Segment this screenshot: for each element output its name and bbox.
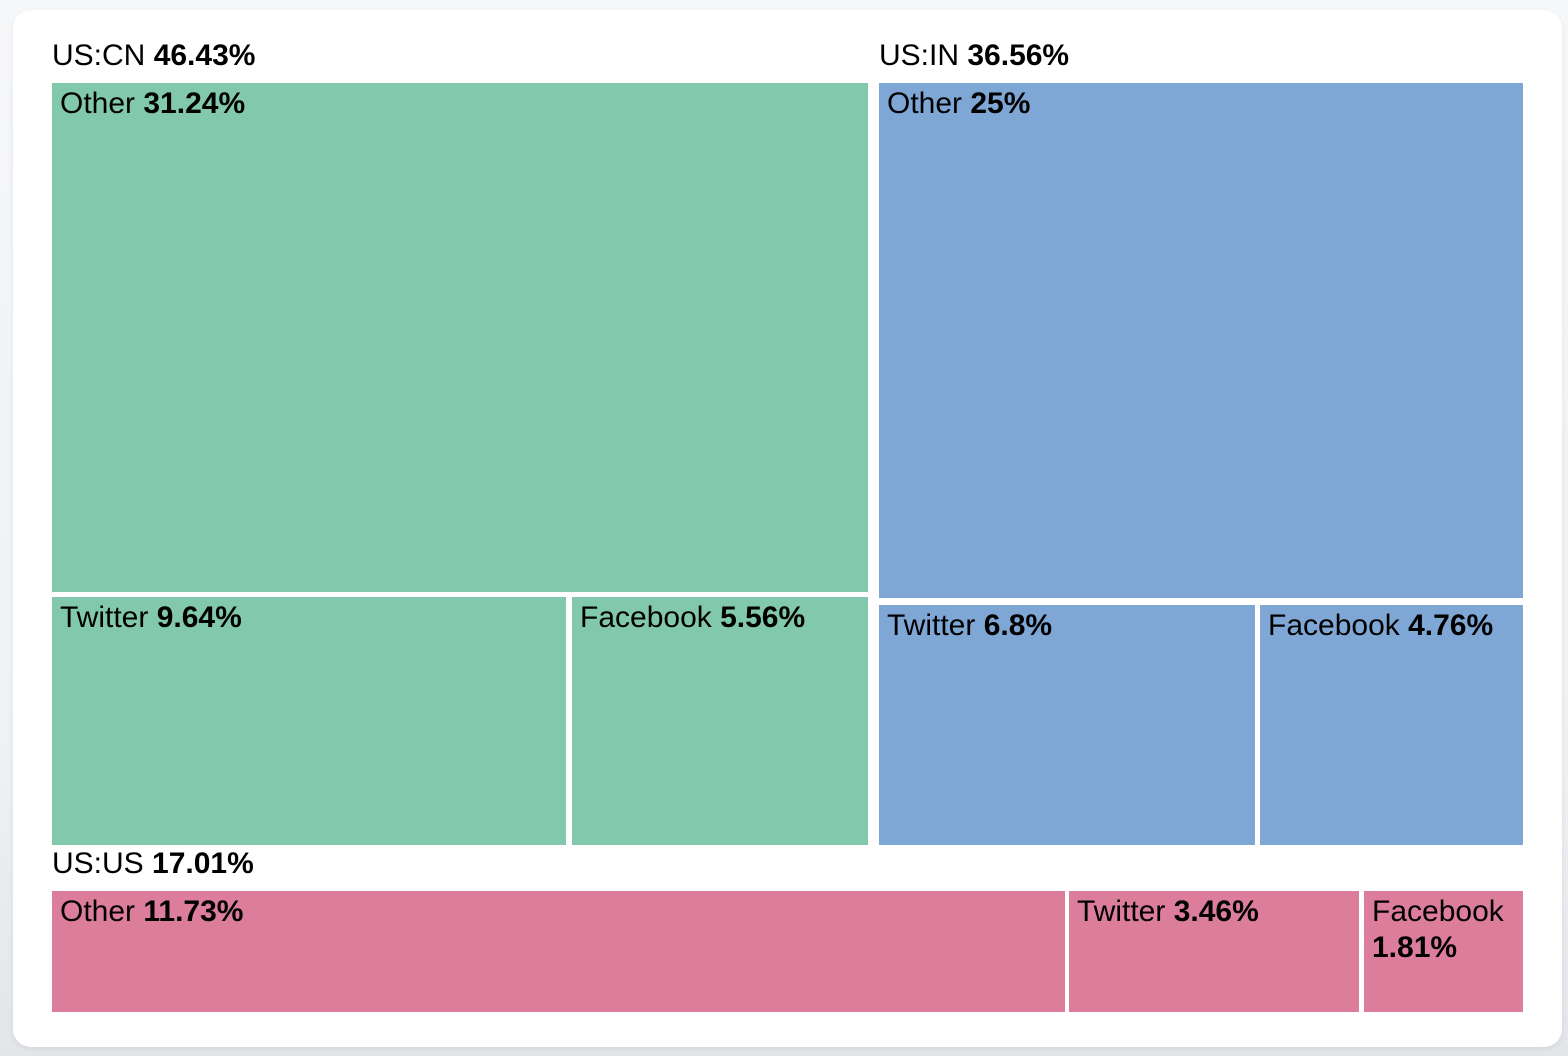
cell-value: 3.46% xyxy=(1173,895,1259,928)
cell-label: Facebook xyxy=(1268,609,1400,642)
treemap-card: US:CN 46.43% US:IN 36.56% US:US 17.01% O… xyxy=(13,10,1562,1047)
group-label-us-in: US:IN 36.56% xyxy=(879,38,1069,74)
group-name: US:IN xyxy=(879,39,960,72)
group-share: 17.01% xyxy=(152,847,254,880)
cell-label: Other xyxy=(60,87,136,120)
group-name: US:US xyxy=(52,847,144,880)
cell-value: 5.56% xyxy=(720,601,806,634)
treemap-cell-us-in-other[interactable]: Other 25% xyxy=(879,83,1523,598)
cell-value: 25% xyxy=(970,87,1031,120)
cell-value: 9.64% xyxy=(156,601,242,634)
group-share: 36.56% xyxy=(967,39,1070,72)
cell-value: 11.73% xyxy=(143,895,244,928)
cell-label: Other xyxy=(60,895,136,928)
treemap-cell-us-us-twitter[interactable]: Twitter 3.46% xyxy=(1069,891,1359,1012)
cell-value: 6.8% xyxy=(983,609,1053,642)
treemap-chart: US:CN 46.43% US:IN 36.56% US:US 17.01% O… xyxy=(13,10,1562,1047)
group-label-us-cn: US:CN 46.43% xyxy=(52,38,255,74)
group-share: 46.43% xyxy=(153,39,256,72)
group-label-us-us: US:US 17.01% xyxy=(52,846,254,882)
treemap-cell-us-cn-twitter[interactable]: Twitter 9.64% xyxy=(52,597,566,845)
cell-value: 4.76% xyxy=(1408,609,1494,642)
treemap-cell-us-cn-other[interactable]: Other 31.24% xyxy=(52,83,868,592)
cell-value: 31.24% xyxy=(143,87,246,120)
cell-label: Twitter xyxy=(1077,895,1166,928)
treemap-cell-us-us-facebook[interactable]: Facebook 1.81% xyxy=(1364,891,1523,1012)
cell-label: Facebook xyxy=(580,601,712,634)
treemap-cell-us-us-other[interactable]: Other 11.73% xyxy=(52,891,1065,1012)
group-name: US:CN xyxy=(52,39,146,72)
cell-label: Twitter xyxy=(887,609,976,642)
treemap-cell-us-cn-facebook[interactable]: Facebook 5.56% xyxy=(572,597,868,845)
treemap-cell-us-in-twitter[interactable]: Twitter 6.8% xyxy=(879,605,1255,845)
treemap-cell-us-in-facebook[interactable]: Facebook 4.76% xyxy=(1260,605,1523,845)
cell-label: Twitter xyxy=(60,601,149,634)
cell-label: Facebook xyxy=(1372,895,1504,928)
cell-label: Other xyxy=(887,87,963,120)
cell-value: 1.81% xyxy=(1372,931,1458,964)
